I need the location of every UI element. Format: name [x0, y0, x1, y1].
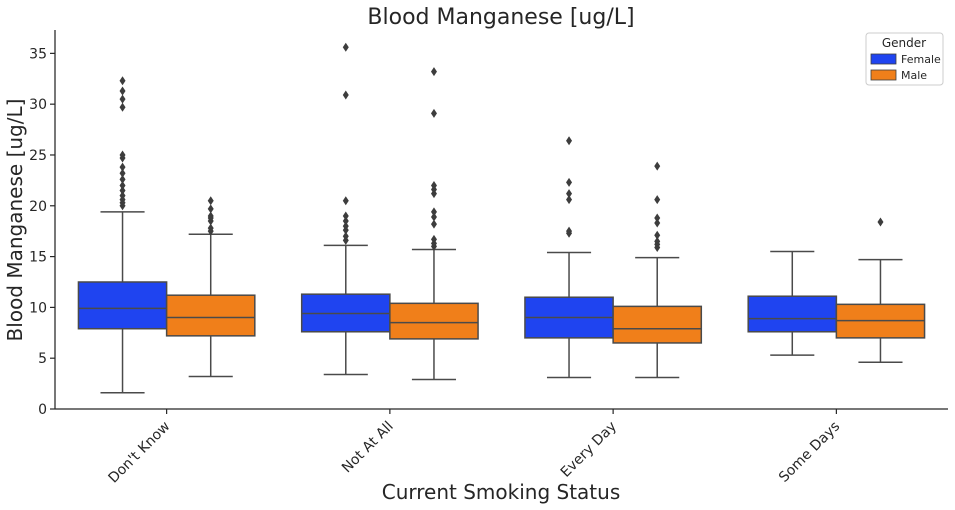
outlier-point — [430, 207, 437, 217]
x-tick-label: Don't Know — [106, 419, 174, 487]
x-tick-label: Not At All — [339, 419, 397, 477]
box-female-1 — [300, 42, 391, 376]
outlier-point — [430, 67, 437, 77]
outlier-point — [654, 218, 661, 228]
outlier-point — [119, 162, 126, 172]
outlier-point — [119, 191, 126, 201]
outlier-point — [119, 94, 126, 104]
y-tick-label: 25 — [29, 148, 47, 164]
legend-label-female: Female — [901, 53, 941, 66]
y-tick-label: 0 — [38, 402, 47, 418]
outlier-point — [342, 216, 349, 226]
outlier-point — [342, 211, 349, 221]
outlier-point — [342, 196, 349, 206]
outlier-point — [119, 168, 126, 178]
axes: 0 5 10 15 20 25 30 35 Don't Know Not At All Every … — [29, 30, 948, 486]
outlier-point — [566, 226, 573, 236]
box-female-3 — [747, 250, 838, 356]
y-tick-label: 15 — [29, 250, 47, 266]
outlier-point — [207, 211, 214, 221]
outlier-point — [430, 180, 437, 190]
y-tick-label: 30 — [29, 97, 47, 113]
x-axis-label: Current Smoking Status — [382, 480, 621, 504]
outlier-point — [430, 212, 437, 222]
outlier-point — [654, 195, 661, 205]
y-tick-label: 20 — [29, 199, 47, 215]
iqr-box — [612, 305, 703, 344]
iqr-box — [747, 295, 838, 333]
outlier-point — [119, 186, 126, 196]
iqr-box — [389, 302, 479, 340]
outlier-point — [430, 219, 437, 229]
y-tick-label: 35 — [29, 46, 47, 62]
outlier-point — [430, 108, 437, 118]
outlier-point — [566, 177, 573, 187]
outlier-point — [566, 136, 573, 146]
outlier-point — [877, 217, 884, 227]
iqr-box — [165, 294, 256, 337]
outlier-point — [566, 189, 573, 199]
outlier-point — [207, 223, 214, 233]
outlier-point — [342, 42, 349, 52]
outlier-point — [119, 76, 126, 86]
legend-label-male: Male — [901, 69, 927, 82]
legend-title: Gender — [882, 36, 926, 50]
plot-area — [77, 42, 926, 394]
outlier-point — [342, 231, 349, 241]
outlier-point — [654, 213, 661, 223]
outlier-point — [566, 195, 573, 205]
iqr-box — [77, 281, 168, 330]
chart-title: Blood Manganese [ug/L] — [367, 5, 634, 30]
outlier-point — [207, 204, 214, 214]
outlier-point — [119, 150, 126, 160]
outlier-point — [119, 102, 126, 112]
outlier-point — [119, 86, 126, 96]
legend-swatch-male — [870, 69, 897, 81]
box-male-1 — [389, 67, 479, 381]
box-female-2 — [524, 136, 614, 379]
outlier-point — [119, 174, 126, 184]
outlier-point — [342, 90, 349, 100]
box-male-2 — [612, 161, 703, 379]
y-tick-label: 10 — [29, 300, 47, 316]
box-male-0 — [165, 196, 256, 378]
x-tick-label: Some Days — [776, 419, 843, 486]
box-female-0 — [77, 76, 168, 394]
legend: Gender Female Male — [865, 32, 944, 86]
x-tick-label: Every Day — [558, 419, 620, 481]
outlier-point — [654, 161, 661, 171]
legend-swatch-female — [870, 53, 897, 65]
outlier-point — [342, 221, 349, 231]
box-male-3 — [835, 217, 926, 364]
outlier-point — [207, 196, 214, 206]
y-axis-label: Blood Manganese [ug/L] — [3, 99, 27, 342]
outlier-point — [654, 236, 661, 246]
outlier-point — [119, 180, 126, 190]
y-tick-label: 5 — [38, 351, 47, 367]
outlier-point — [654, 230, 661, 240]
outlier-point — [430, 234, 437, 244]
